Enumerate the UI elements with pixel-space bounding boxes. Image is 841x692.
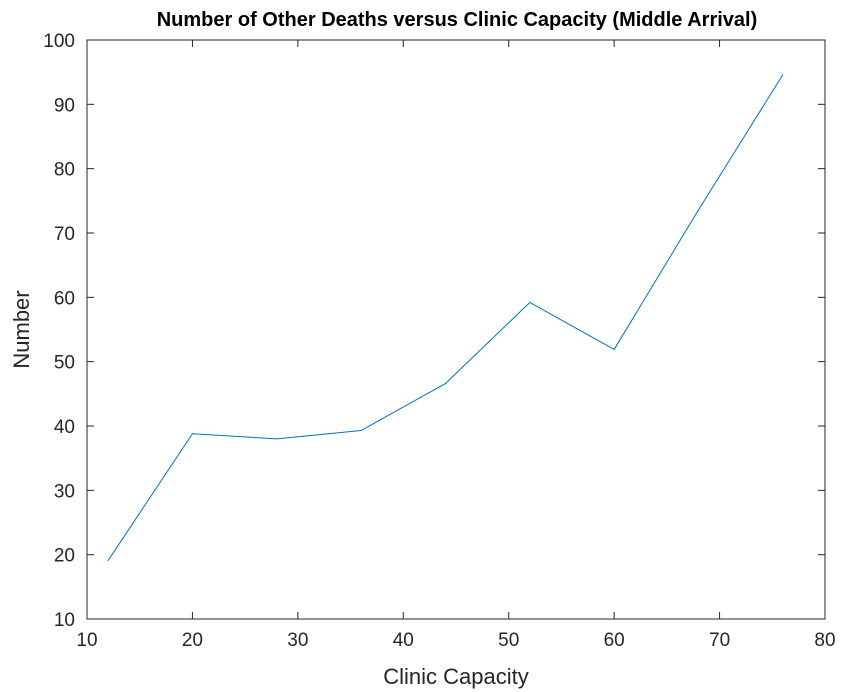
data-point	[360, 430, 362, 432]
y-tick-label: 70	[54, 224, 75, 245]
x-axis-ticks: 10 20 30 40 50 60 70 80	[76, 40, 836, 651]
y-tick-label: 100	[43, 31, 75, 52]
x-tick-label: 20	[182, 630, 203, 651]
x-tick-label: 10	[76, 630, 97, 651]
series-layer	[107, 74, 784, 561]
y-axis-ticks: 10 20 30 40 50 60 70 80 90 100	[43, 31, 825, 631]
data-point	[782, 74, 784, 76]
data-point	[529, 301, 531, 303]
x-tick-label: 60	[604, 630, 625, 651]
y-tick-label: 20	[54, 546, 75, 567]
x-tick-label: 80	[814, 630, 835, 651]
y-tick-label: 10	[54, 610, 75, 631]
chart-title: Number of Other Deaths versus Clinic Cap…	[157, 9, 758, 31]
y-tick-label: 60	[54, 288, 75, 309]
data-point	[613, 348, 615, 350]
y-axis-label: Number	[9, 290, 34, 368]
data-point	[191, 433, 193, 435]
x-axis-label: Clinic Capacity	[383, 664, 529, 689]
data-point	[276, 438, 278, 440]
data-point	[697, 209, 699, 211]
x-tick-label: 40	[393, 630, 414, 651]
axes-box	[86, 39, 826, 620]
data-point	[107, 559, 109, 561]
x-tick-label: 50	[498, 630, 519, 651]
y-tick-label: 80	[54, 160, 75, 181]
y-tick-label: 90	[54, 95, 75, 116]
x-tick-label: 70	[709, 630, 730, 651]
y-tick-label: 40	[54, 417, 75, 438]
y-tick-label: 30	[54, 481, 75, 502]
x-tick-label: 30	[287, 630, 308, 651]
plot-area	[86, 39, 826, 620]
data-point	[444, 383, 446, 385]
y-tick-label: 50	[54, 353, 75, 374]
